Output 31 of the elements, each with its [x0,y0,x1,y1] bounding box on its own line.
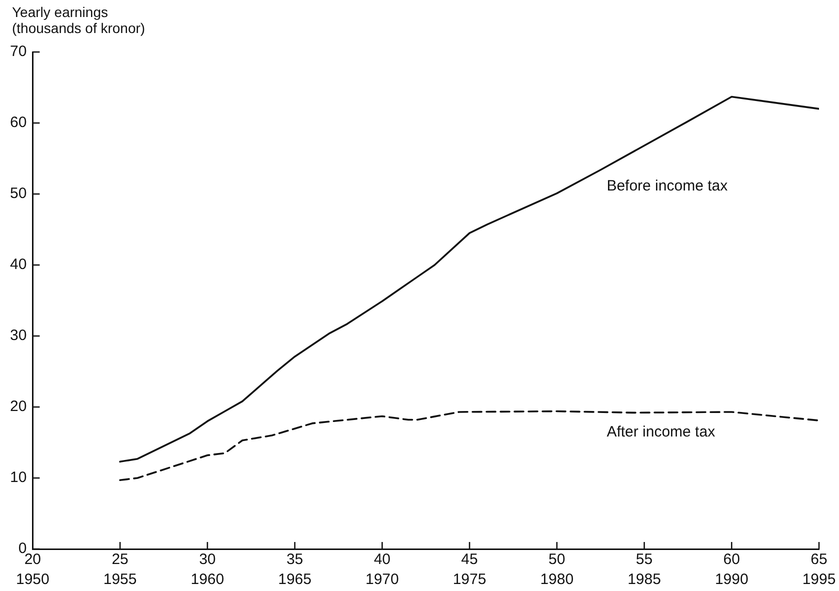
x-tick-label: 40 [374,551,390,568]
x-tick-label: 60 [723,551,740,568]
x-tick-label: 35 [286,551,304,568]
series-label: After income tax [606,423,716,440]
x2-tick-label: 1970 [365,571,399,588]
x2-tick-label: 1975 [452,571,486,588]
y-axis-title: Yearly earnings (thousands of kronor) [12,4,146,36]
y-tick-label: 20 [10,398,27,416]
x-tick-label: 65 [810,551,828,568]
x-tick-label: 55 [636,551,653,568]
line-series [119,410,819,482]
y-tick-label: 50 [10,185,27,202]
y-tick-label: 10 [10,469,27,486]
series-label: Before income tax [606,178,728,195]
x2-tick-label: 1980 [540,571,574,588]
x2-tick-label: 1990 [714,571,748,588]
y-tick-label: 70 [10,43,27,60]
x2-tick-label: 1995 [802,571,836,588]
x-tick-label: 50 [548,551,566,568]
x-tick-label: 30 [199,551,216,568]
x2-tick-label: 1950 [16,571,50,588]
x-tick-label: 25 [112,551,128,568]
x-tick-label: 45 [461,551,478,568]
x2-tick-label: 1985 [628,571,661,588]
x-tick-label: 20 [24,551,42,568]
y-tick-label: 60 [10,114,27,132]
x2-tick-label: 1955 [103,571,137,588]
x2-tick-label: 1960 [190,571,224,588]
x2-tick-label: 1965 [278,571,312,588]
y-tick-label: 30 [10,327,27,344]
y-tick-label: 40 [10,256,27,274]
